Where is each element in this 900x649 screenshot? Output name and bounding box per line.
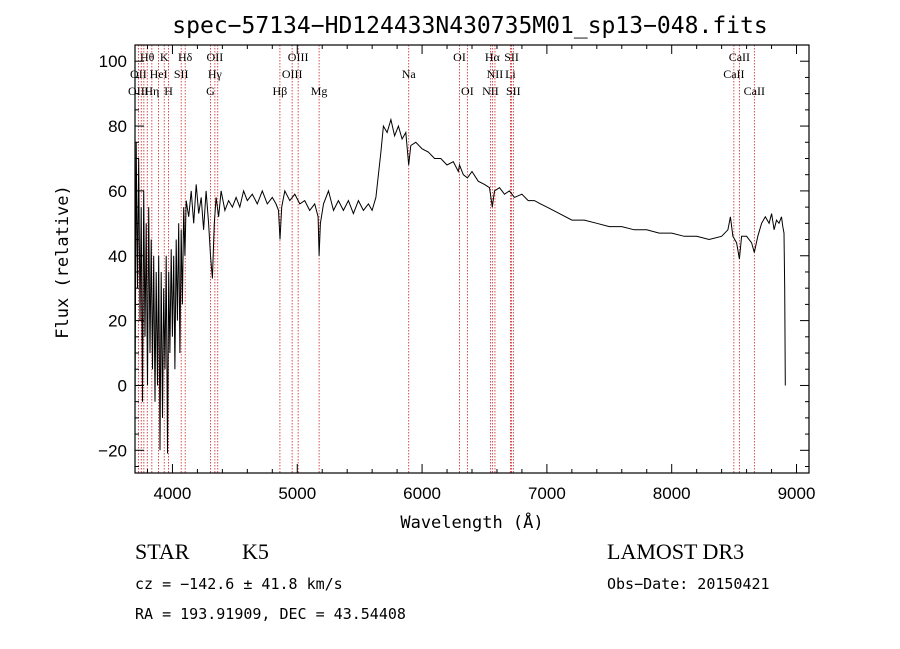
x-tick-label: 5000	[278, 484, 316, 503]
y-tick-label: 80	[108, 117, 127, 136]
obs-date: Obs−Date: 20150421	[607, 575, 770, 593]
line-id-label: Hβ	[273, 84, 288, 98]
x-tick-label: 9000	[778, 484, 816, 503]
line-id-label: Li	[505, 67, 516, 81]
cz-value: cz = −142.6 ± 41.8 km/s	[135, 575, 343, 593]
line-id-label: NII	[482, 84, 499, 98]
line-id-label: CaII	[729, 50, 750, 64]
chart-title: spec−57134−HD124433N430735M01_sp13−048.f…	[172, 13, 767, 39]
line-id-label: SII	[506, 84, 521, 98]
x-axis-label: Wavelength (Å)	[400, 511, 543, 533]
line-id-label: Na	[402, 67, 417, 81]
line-id-label: Hη	[144, 84, 159, 98]
y-tick-label: 40	[108, 247, 127, 266]
x-axis-ticks: 4000 5000 6000 7000 8000 9000	[146, 45, 816, 503]
line-id-label: CaII	[723, 67, 744, 81]
x-tick-label: 7000	[528, 484, 566, 503]
x-tick-label: 4000	[154, 484, 192, 503]
y-tick-label: −20	[98, 441, 127, 460]
survey-label: LAMOST DR3	[607, 539, 744, 564]
y-tick-label: 100	[99, 52, 127, 71]
line-id-label: H	[164, 84, 173, 98]
y-tick-label: 0	[118, 376, 127, 395]
line-id-label: OII	[207, 50, 224, 64]
line-id-label: G	[206, 84, 215, 98]
object-subclass: K5	[242, 539, 269, 564]
line-id-label: OIII	[282, 67, 303, 81]
line-id-label: OI	[453, 50, 466, 64]
line-id-label: OII	[130, 67, 147, 81]
line-id-label: OI	[461, 84, 474, 98]
line-id-label: NII	[487, 67, 504, 81]
y-axis-label: Flux (relative)	[53, 185, 73, 339]
spectrum-series	[134, 117, 786, 454]
line-id-label: Mg	[311, 84, 328, 98]
line-id-label: K	[160, 50, 169, 64]
line-markers	[137, 45, 755, 473]
line-id-label: OIII	[288, 50, 309, 64]
object-class: STAR	[135, 539, 190, 564]
line-id-label: Hγ	[208, 67, 223, 81]
line-id-label: SII	[174, 67, 189, 81]
line-id-label: HeI	[150, 67, 168, 81]
y-tick-label: 60	[108, 182, 127, 201]
line-id-label: Hα	[485, 50, 501, 64]
line-id-label: Hδ	[178, 50, 193, 64]
ra-dec: RA = 193.91909, DEC = 43.54408	[135, 605, 406, 623]
x-tick-label: 8000	[653, 484, 691, 503]
line-id-label: CaII	[744, 84, 765, 98]
line-id-label: OIII	[128, 84, 149, 98]
line-id-label: Hθ	[140, 50, 155, 64]
y-axis-ticks: −20 0 20 40 60 80 100	[98, 44, 809, 468]
line-id-label: SII	[504, 50, 519, 64]
y-tick-label: 20	[108, 312, 127, 331]
x-tick-label: 6000	[403, 484, 441, 503]
plot-frame	[134, 44, 810, 474]
